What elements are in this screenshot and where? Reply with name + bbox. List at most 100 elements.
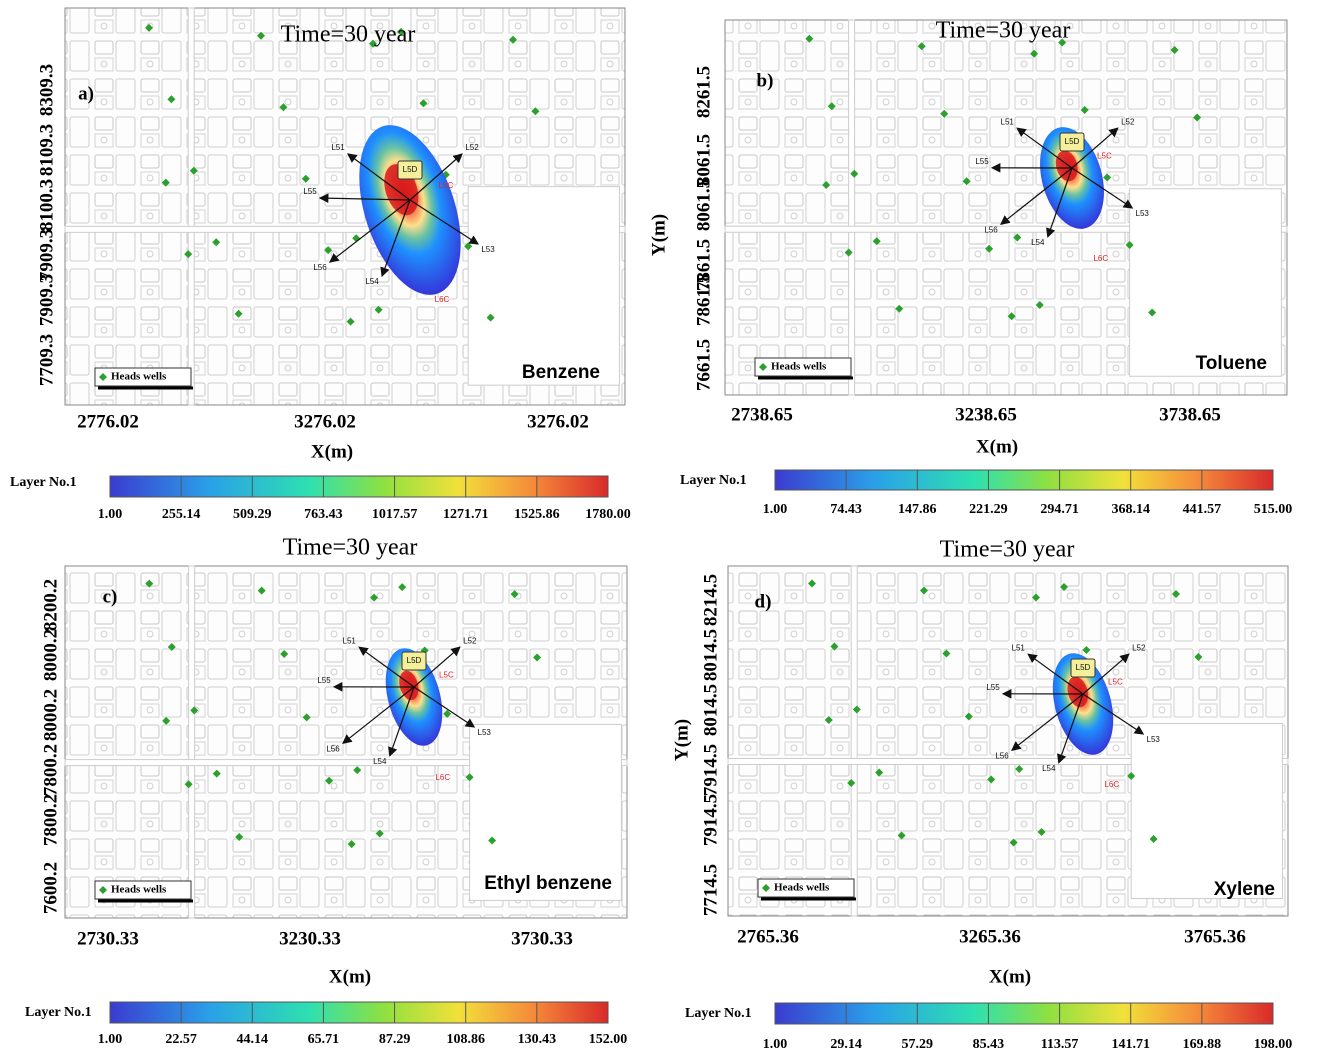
panel-letter: b) — [757, 70, 774, 91]
colorbar-tick-label: 169.88 — [1183, 1037, 1222, 1051]
x-tick-label: 3765.36 — [1184, 926, 1246, 947]
well-label: L56 — [326, 744, 340, 753]
well-label: L5D — [1065, 137, 1080, 146]
legend-text: Heads wells — [771, 361, 827, 373]
panel-title: Time=30 year — [940, 537, 1075, 563]
compound-name: Ethyl benzene — [484, 873, 612, 894]
x-tick-label: 3230.33 — [279, 928, 341, 949]
x-tick-label: 3276.02 — [294, 411, 356, 432]
y-tick-label: 8261.5 — [693, 66, 714, 118]
well-label: L6C — [1093, 254, 1108, 263]
well-label: L5C — [439, 181, 454, 190]
well-label: L54 — [373, 757, 387, 766]
well-label: L54 — [1042, 764, 1056, 773]
x-axis-label: X(m) — [311, 441, 353, 462]
road — [849, 20, 855, 395]
colorbar-tick-label: 22.57 — [165, 1032, 197, 1047]
well-label: L55 — [986, 683, 1000, 692]
colorbar-tick-label: 141.71 — [1111, 1037, 1150, 1051]
well-label: L55 — [303, 187, 317, 196]
colorbar-tick-label: 85.43 — [973, 1037, 1005, 1051]
x-tick-label: 3738.65 — [1159, 404, 1221, 425]
x-tick-label: 2738.65 — [731, 404, 793, 425]
colorbar-tick-label: 87.29 — [379, 1032, 411, 1047]
colorbar-tick-label: 57.29 — [902, 1037, 934, 1051]
panel-title: Time=30 year — [936, 18, 1071, 44]
well-label: L52 — [1121, 117, 1135, 126]
colorbar-tick-label: 441.57 — [1183, 502, 1222, 517]
x-axis-label: X(m) — [329, 966, 371, 987]
well-label: L56 — [984, 225, 998, 234]
colorbar-tick-label: 221.29 — [969, 502, 1008, 517]
well-label: L54 — [365, 277, 379, 286]
y-tick-label: 7914.5 — [700, 794, 721, 846]
well-label: L51 — [331, 143, 345, 152]
x-axis-label: X(m) — [989, 966, 1031, 987]
x-tick-label: 3265.36 — [959, 926, 1021, 947]
y-tick-label: 8061.5 — [693, 179, 714, 231]
x-tick-label: 3238.65 — [955, 404, 1017, 425]
panel-letter: c) — [103, 586, 118, 607]
colorbar — [110, 476, 608, 497]
colorbar-tick-label: 1525.86 — [514, 507, 560, 522]
colorbar-tick-label: 1.00 — [763, 1037, 788, 1051]
y-tick-label: 7709.3 — [36, 334, 57, 386]
colorbar — [110, 1002, 608, 1023]
road — [188, 8, 194, 405]
colorbar-label: Layer No.1 — [25, 1005, 92, 1020]
well-label: L5D — [403, 165, 418, 174]
panel-letter: d) — [755, 591, 772, 612]
well-label: L5D — [407, 656, 422, 665]
colorbar-tick-label: 1780.00 — [585, 507, 631, 522]
colorbar-tick-label: 29.14 — [830, 1037, 862, 1051]
well-label: L51 — [343, 636, 357, 645]
colorbar-tick-label: 1271.71 — [443, 507, 489, 522]
well-label: L5C — [439, 671, 454, 680]
y-tick-label: 8309.3 — [36, 64, 57, 116]
y-tick-label: 8109.3 — [36, 124, 57, 176]
x-tick-label: 3276.02 — [527, 411, 589, 432]
colorbar-tick-label: 515.00 — [1254, 502, 1293, 517]
colorbar-tick-label: 294.71 — [1040, 502, 1079, 517]
map-panel: L51L52L5DL5CL55L53L56L54L6CHeads wells — [725, 20, 1287, 395]
x-tick-label: 2776.02 — [77, 411, 139, 432]
well-label: L51 — [1001, 117, 1015, 126]
well-label: L5C — [1097, 152, 1112, 161]
colorbar-tick-label: 1.00 — [98, 1032, 123, 1047]
colorbar — [775, 1003, 1273, 1024]
x-tick-label: 2730.33 — [77, 928, 139, 949]
colorbar-tick-label: 763.43 — [304, 507, 343, 522]
open-area — [468, 187, 619, 386]
y-tick-label: 8014.5 — [700, 629, 721, 681]
y-axis-label: Y(m) — [671, 719, 692, 761]
y-tick-label: 7800.2 — [40, 744, 61, 796]
y-tick-label: 7714.5 — [700, 864, 721, 916]
colorbar-tick-label: 147.86 — [898, 502, 937, 517]
well-label: L55 — [975, 157, 989, 166]
y-tick-label: 8000.2 — [40, 689, 61, 741]
compound-name: Toluene — [1196, 353, 1267, 374]
colorbar-tick-label: 255.14 — [162, 507, 201, 522]
y-tick-label: 7861.5 — [693, 274, 714, 326]
y-tick-label: 8000.2 — [40, 629, 61, 681]
y-tick-label: 7800.2 — [40, 794, 61, 846]
colorbar-tick-label: 113.57 — [1041, 1037, 1079, 1051]
y-tick-label: 8100.3 — [36, 179, 57, 231]
well-label: L6C — [1104, 780, 1119, 789]
compound-name: Benzene — [522, 362, 600, 383]
well-label: L52 — [1132, 643, 1146, 652]
y-tick-label: 7914.5 — [700, 744, 721, 796]
colorbar-tick-label: 74.43 — [830, 502, 862, 517]
open-area — [1130, 189, 1282, 377]
well-label: L51 — [1012, 643, 1026, 652]
well-label: L54 — [1031, 238, 1045, 247]
well-label: L53 — [478, 728, 492, 737]
y-tick-label: 7661.5 — [693, 339, 714, 391]
y-axis-label: Y(m) — [648, 214, 669, 256]
well-label: L5D — [1076, 663, 1091, 672]
colorbar — [775, 470, 1273, 490]
well-label: L5C — [1108, 678, 1123, 687]
y-tick-label: 7600.2 — [40, 862, 61, 914]
